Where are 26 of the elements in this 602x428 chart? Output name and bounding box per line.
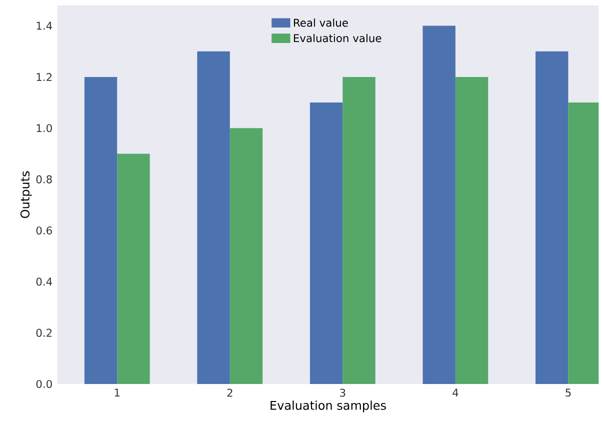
y-tick-label: 0.8 [36,175,52,184]
y-tick-label: 1.2 [36,73,52,81]
y-tick-label: 0.2 [36,328,52,337]
bar [342,76,376,384]
bar [197,51,230,384]
x-tick-label: 3 [340,388,346,397]
x-tick-label: 1 [114,388,120,396]
y-axis-title: Outputs [20,171,32,218]
y-tick-label: 1.4 [36,22,52,30]
y-tick-label: 0.4 [36,278,52,286]
bar [117,154,150,384]
bar [455,76,488,384]
x-tick-label: 2 [227,388,232,397]
bar [84,76,118,384]
legend-label: Real value [294,18,348,27]
bar [536,51,568,384]
x-tick-label: 5 [566,388,571,397]
y-tick-label: 0.6 [36,226,52,235]
bar [422,26,456,384]
bar [310,102,343,384]
bar [230,128,263,384]
x-axis-title: Evaluation samples [270,400,386,412]
x-tick-label: 4 [452,388,458,396]
legend-label: Evaluation value [294,34,382,42]
y-tick-label: 0.0 [36,380,52,388]
y-tick-label: 1.0 [36,124,52,132]
